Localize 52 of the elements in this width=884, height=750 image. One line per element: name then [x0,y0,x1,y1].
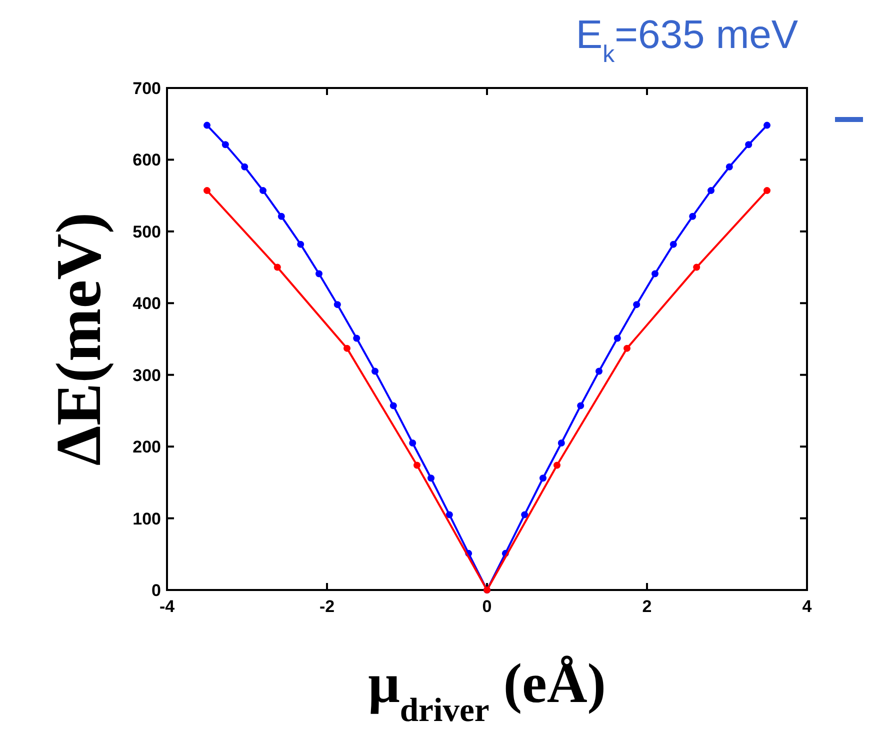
point [446,511,453,518]
point [689,212,696,220]
point [274,264,281,271]
point [633,301,640,308]
point [726,163,733,170]
y-tick-label: 500 [132,222,161,242]
point [670,240,677,248]
point [222,141,229,148]
y-tick-label: 200 [132,438,161,457]
x-tick-label: 2 [642,597,652,616]
point [334,301,341,308]
point [344,344,350,352]
y-tick-label: 300 [132,366,161,385]
point [764,122,770,129]
point [624,344,630,352]
y-axis-title: ΔE(meV) [43,212,114,466]
point [316,270,322,278]
x-axis-title: μ$_{driver}$ (eÅ) [368,653,606,728]
x-tick-label: -4 [159,597,176,616]
y-tick-label: 700 [132,79,161,98]
point [764,187,770,194]
point [414,462,420,469]
y-tick-label: 100 [132,509,161,528]
y-tick-label: 0 [152,581,161,600]
x-tick-label: 0 [482,597,492,616]
point [204,187,210,194]
point [540,474,546,482]
point [372,368,378,375]
point [577,402,584,410]
point [558,439,565,446]
point [596,368,602,375]
x-tick-label: 4 [802,597,812,616]
point [521,511,528,518]
point [278,212,285,220]
y-tick-label: 400 [132,294,161,314]
point [241,163,248,170]
point [693,264,700,271]
point [652,270,658,278]
point [353,334,360,342]
text: E$_{k}$=635 meV [576,13,798,68]
x-tick-label: -2 [319,597,335,616]
point [390,402,397,410]
point [409,439,416,446]
point [745,141,752,148]
point [428,474,434,482]
y-tick-label: 600 [132,150,161,170]
point [708,187,714,194]
point [297,240,304,248]
point [204,122,210,129]
point [554,462,560,469]
point [614,334,621,342]
point [260,187,266,194]
